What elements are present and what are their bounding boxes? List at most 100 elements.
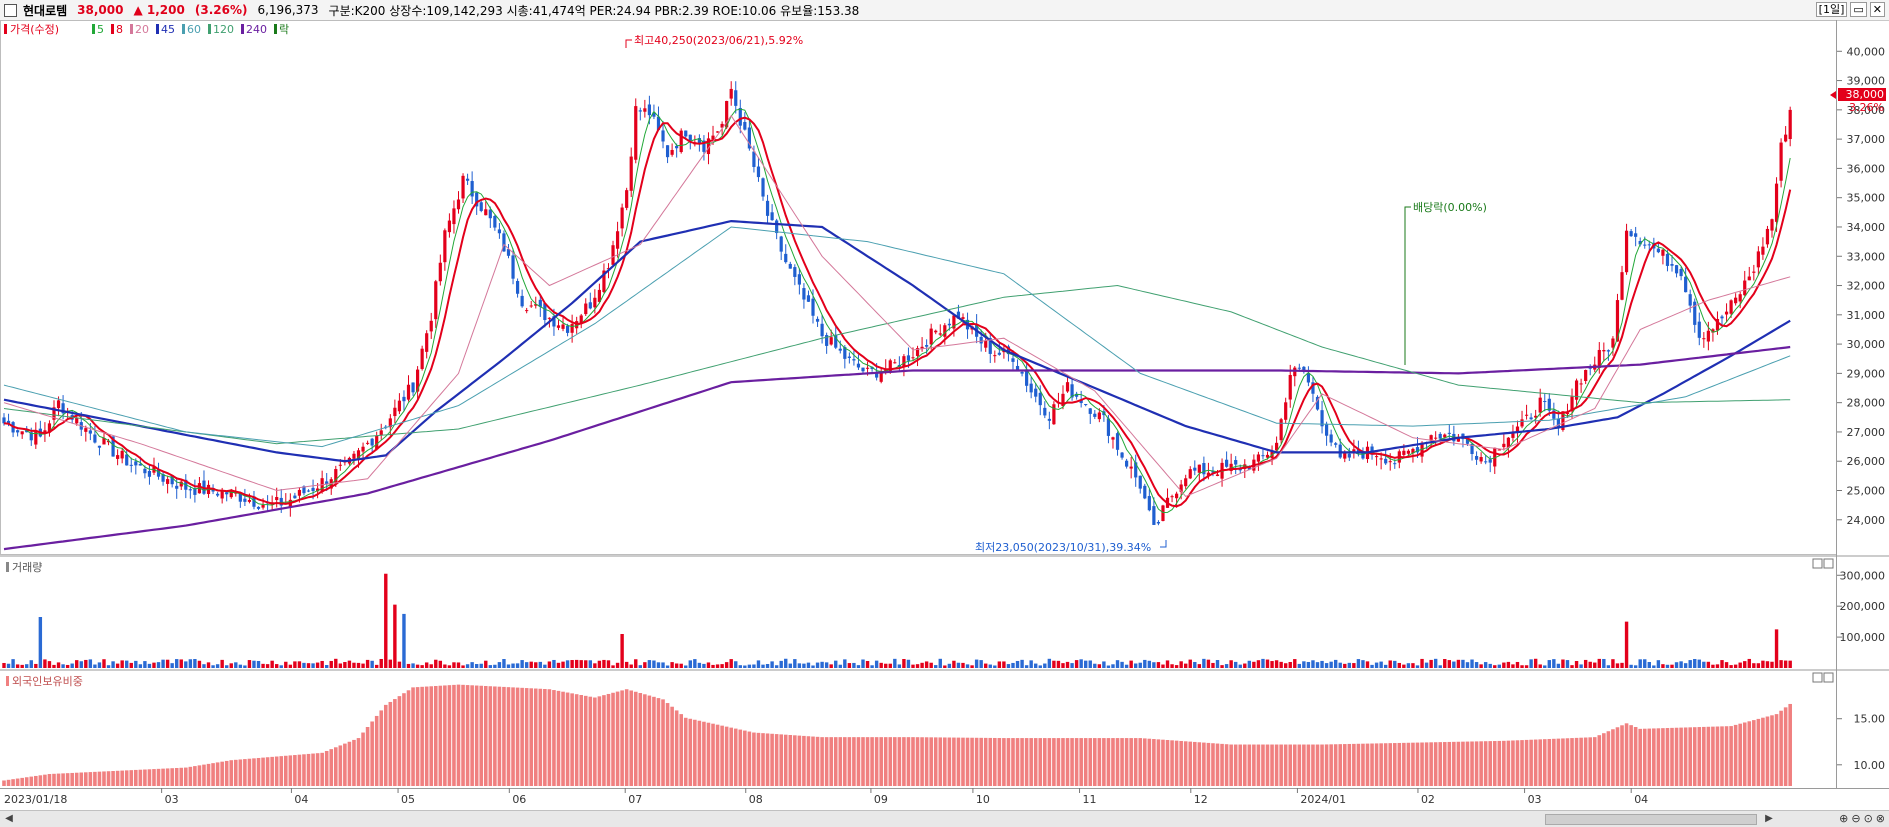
candle-body	[316, 488, 320, 492]
volume-bar	[911, 664, 915, 668]
foreign-bar	[1156, 739, 1161, 786]
volume-bar	[1506, 661, 1511, 668]
candle-body	[256, 506, 261, 509]
foreign-bar	[847, 737, 852, 786]
candle-body	[702, 140, 706, 152]
legend-ma-marker	[111, 24, 114, 34]
candle-body	[1688, 294, 1692, 306]
foreign-bar	[988, 737, 993, 786]
foreign-bar	[1379, 743, 1383, 786]
candle-body	[1115, 433, 1120, 450]
volume-bar	[411, 663, 415, 668]
volume-bar	[47, 661, 52, 668]
window-restore-icon[interactable]: ▭	[1850, 2, 1867, 17]
volume-bar	[1147, 660, 1152, 668]
candle-body	[75, 417, 79, 424]
volume-bar	[34, 663, 38, 668]
foreign-bar	[620, 690, 624, 786]
panel-maximize-icon[interactable]	[1812, 558, 1823, 569]
volume-bar	[243, 665, 247, 668]
volume-bar	[384, 573, 388, 668]
volume-bar	[424, 662, 429, 668]
chart-area-frame	[0, 20, 1837, 555]
foreign-bar	[115, 770, 120, 786]
volume-bar	[1633, 665, 1638, 668]
volume-bar	[1338, 662, 1342, 668]
window-close-icon[interactable]: ✕	[1869, 2, 1885, 17]
scroll-right-icon[interactable]: ▶	[1765, 813, 1773, 824]
foreign-bar	[1024, 738, 1029, 786]
volume-bar	[1438, 665, 1442, 668]
foreign-bar	[811, 736, 815, 786]
volume-bar	[293, 661, 297, 668]
date-tick-label: 06	[512, 793, 526, 806]
candle-body	[1738, 294, 1742, 302]
volume-bar	[1261, 658, 1265, 668]
foreign-bar	[1433, 742, 1438, 786]
candle-body	[1761, 246, 1765, 255]
foreign-bar	[1383, 743, 1388, 786]
candle-body	[338, 464, 342, 466]
candle-body	[1261, 455, 1265, 457]
foreign-bar	[1556, 738, 1561, 786]
volume-bar	[1206, 659, 1211, 668]
volume-bar	[747, 664, 752, 668]
period-button[interactable]: [1일]	[1815, 2, 1848, 17]
legend-ma-240: 240	[246, 23, 267, 36]
foreign-bar	[538, 688, 543, 786]
candle-body	[1556, 418, 1560, 428]
foreign-bar	[1415, 742, 1420, 786]
volume-bar	[252, 660, 256, 668]
foreign-bar	[920, 737, 924, 786]
candle-body	[1061, 393, 1065, 407]
zoom-out-icon[interactable]: ⊖	[1851, 812, 1861, 825]
volume-bar	[429, 664, 433, 668]
candle-body	[1011, 358, 1015, 362]
foreign-bar	[611, 692, 615, 786]
scroll-left-icon[interactable]: ◀	[5, 813, 13, 824]
volume-bar	[1443, 659, 1447, 668]
volume-bar	[152, 662, 156, 668]
candle-body	[179, 481, 183, 487]
candle-body	[1006, 346, 1011, 355]
volume-bar	[1524, 665, 1529, 668]
volume-bar	[1783, 660, 1788, 668]
volume-bar	[729, 659, 733, 668]
foreign-bar	[1765, 716, 1770, 786]
foreign-bar	[1392, 743, 1397, 786]
foreign-bar	[883, 737, 888, 786]
volume-bar	[1415, 665, 1420, 668]
zoom-reset-icon[interactable]: ⊙	[1863, 812, 1873, 825]
candle-body	[1161, 505, 1165, 522]
candle-body	[20, 431, 24, 435]
stock-chart[interactable]: 가격(수정) 5 8 20 45 60 120 240 락 거래량 외국인보유비중 24,00…	[0, 20, 1889, 810]
panel-close-icon[interactable]	[1823, 558, 1834, 569]
candle-body	[1406, 450, 1411, 454]
volume-bar	[1479, 664, 1483, 668]
foreign-bar	[711, 723, 715, 786]
candle-body	[815, 318, 820, 322]
volume-bar	[1265, 659, 1270, 668]
foreign-bar	[1347, 743, 1352, 786]
price-tick-label: 28,000	[1847, 397, 1886, 410]
volume-bar	[1297, 663, 1302, 668]
foreign-bar	[1029, 738, 1033, 786]
volume-bar	[1070, 663, 1074, 668]
zoom-in-icon[interactable]: ⊕	[1839, 812, 1849, 825]
volume-bar	[947, 663, 952, 668]
foreign-bar	[97, 771, 102, 786]
foreign-bar	[24, 777, 29, 786]
foreign-bar	[424, 686, 429, 786]
zoom-fit-icon[interactable]: ⊗	[1875, 812, 1885, 825]
chart-scrollbar[interactable]: ◀ ▶ ⊕ ⊖ ⊙ ⊗	[0, 810, 1889, 827]
panel-maximize-icon[interactable]	[1812, 672, 1823, 683]
volume-bar	[275, 664, 279, 668]
volume-bar	[1756, 663, 1761, 668]
scroll-thumb[interactable]	[1545, 814, 1757, 825]
foreign-bar	[1233, 744, 1238, 786]
candle-body	[911, 357, 915, 359]
foreign-bar	[1152, 739, 1156, 786]
panel-close-icon[interactable]	[1823, 672, 1834, 683]
volume-bar	[743, 665, 747, 668]
select-checkbox[interactable]	[4, 3, 17, 17]
